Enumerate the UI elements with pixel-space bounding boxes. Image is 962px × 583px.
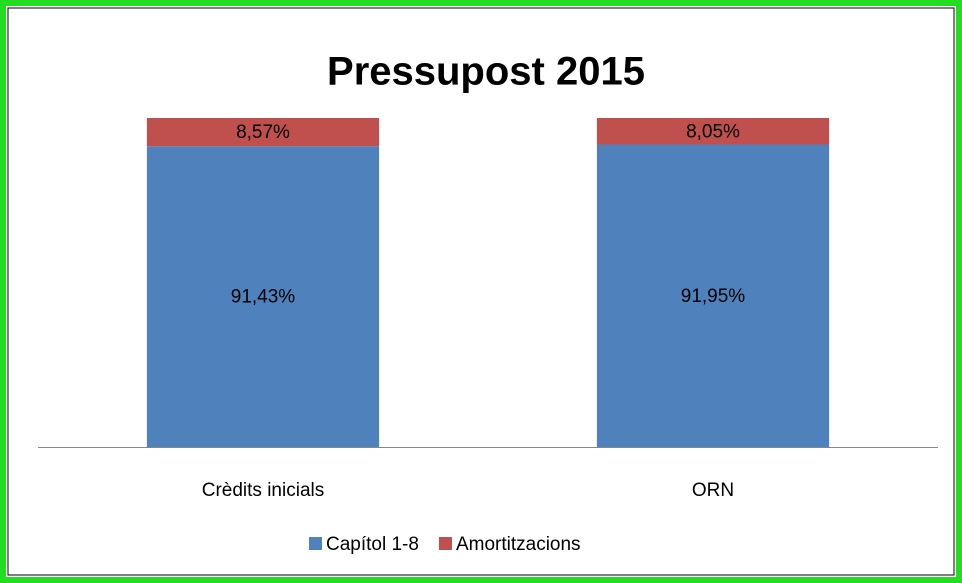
data-label: 91,43% — [231, 287, 296, 308]
bar-segment — [596, 144, 830, 447]
data-label: 91,95% — [681, 286, 746, 307]
x-tick-label: ORN — [692, 480, 734, 501]
bar-segment — [596, 118, 830, 145]
data-label: 8,05% — [686, 121, 740, 142]
bar-segment — [146, 146, 380, 447]
legend-swatch — [438, 537, 452, 550]
chart-title: Pressupost 2015 — [327, 50, 645, 94]
legend-label: Capítol 1-8 — [326, 534, 419, 555]
data-label: 8,57% — [236, 122, 290, 143]
bar-segment — [146, 118, 380, 147]
legend-label: Amortitzacions — [456, 534, 581, 555]
inner-frame — [7, 7, 955, 576]
x-tick-label: Crèdits inicials — [202, 480, 324, 501]
legend-swatch — [309, 537, 322, 550]
